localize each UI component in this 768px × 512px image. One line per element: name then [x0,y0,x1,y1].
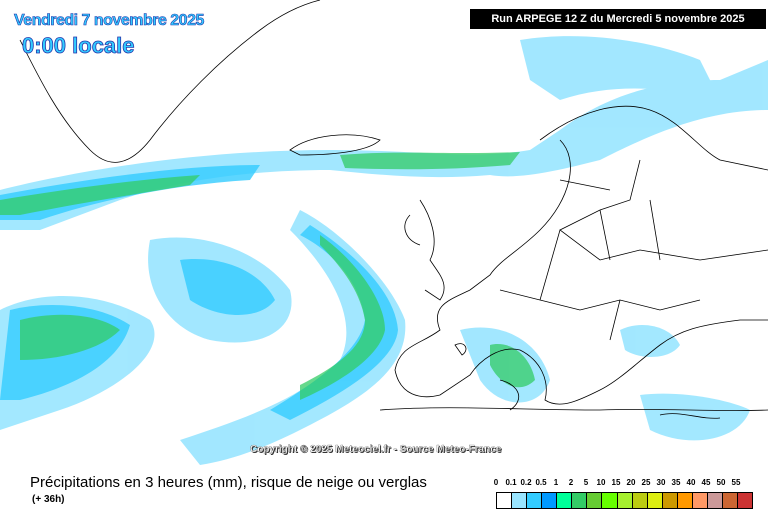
legend-label: 45 [701,478,711,487]
legend-swatch [722,493,738,508]
legend-label: 0.1 [505,478,517,487]
map-title: Précipitations en 3 heures (mm), risque … [30,474,427,491]
legend-swatch [512,493,528,508]
legend-swatch [542,493,558,508]
legend-swatch [632,493,648,508]
legend-swatches [496,492,753,509]
legend-swatch [677,493,693,508]
legend-swatch [527,493,543,508]
legend-label: 15 [611,478,621,487]
legend-swatch [572,493,588,508]
copyright: Copyright © 2025 Meteociel.fr - Source M… [250,444,502,455]
legend-label: 10 [596,478,606,487]
legend-swatch [557,493,573,508]
legend-label: 1 [553,478,559,487]
legend-swatch [738,493,753,508]
forecast-time: 0:00 locale [22,33,135,59]
legend-label: 25 [641,478,651,487]
legend-swatch [617,493,633,508]
legend-label: 20 [626,478,636,487]
legend-label: 0.5 [535,478,547,487]
legend-swatch [707,493,723,508]
legend-swatch [602,493,618,508]
color-legend: 0 0.1 0.2 0.5 1 2 5 10 15 20 25 30 35 40 45 50 55 [494,478,764,509]
legend-swatch [662,493,678,508]
legend-swatch [692,493,708,508]
model-run-label: Run ARPEGE 12 Z du Mercredi 5 novembre 2… [470,9,766,29]
precip-light [0,36,768,465]
forecast-date: Vendredi 7 novembre 2025 [14,12,205,30]
legend-label: 35 [671,478,681,487]
legend-label: 40 [686,478,696,487]
precipitation-map [0,0,768,465]
legend-swatch [497,493,513,508]
coastlines [19,0,768,419]
legend-label: 0.2 [520,478,532,487]
legend-swatch [587,493,603,508]
forecast-lead-time: (+ 36h) [32,494,65,505]
precip-heavy [0,152,535,400]
legend-label: 0 [493,478,499,487]
legend-label: 5 [583,478,589,487]
legend-label: 2 [568,478,574,487]
legend-label: 50 [716,478,726,487]
legend-labels: 0 0.1 0.2 0.5 1 2 5 10 15 20 25 30 35 40 45 50 55 [494,478,764,490]
legend-label: 30 [656,478,666,487]
legend-swatch [647,493,663,508]
legend-label: 55 [731,478,741,487]
